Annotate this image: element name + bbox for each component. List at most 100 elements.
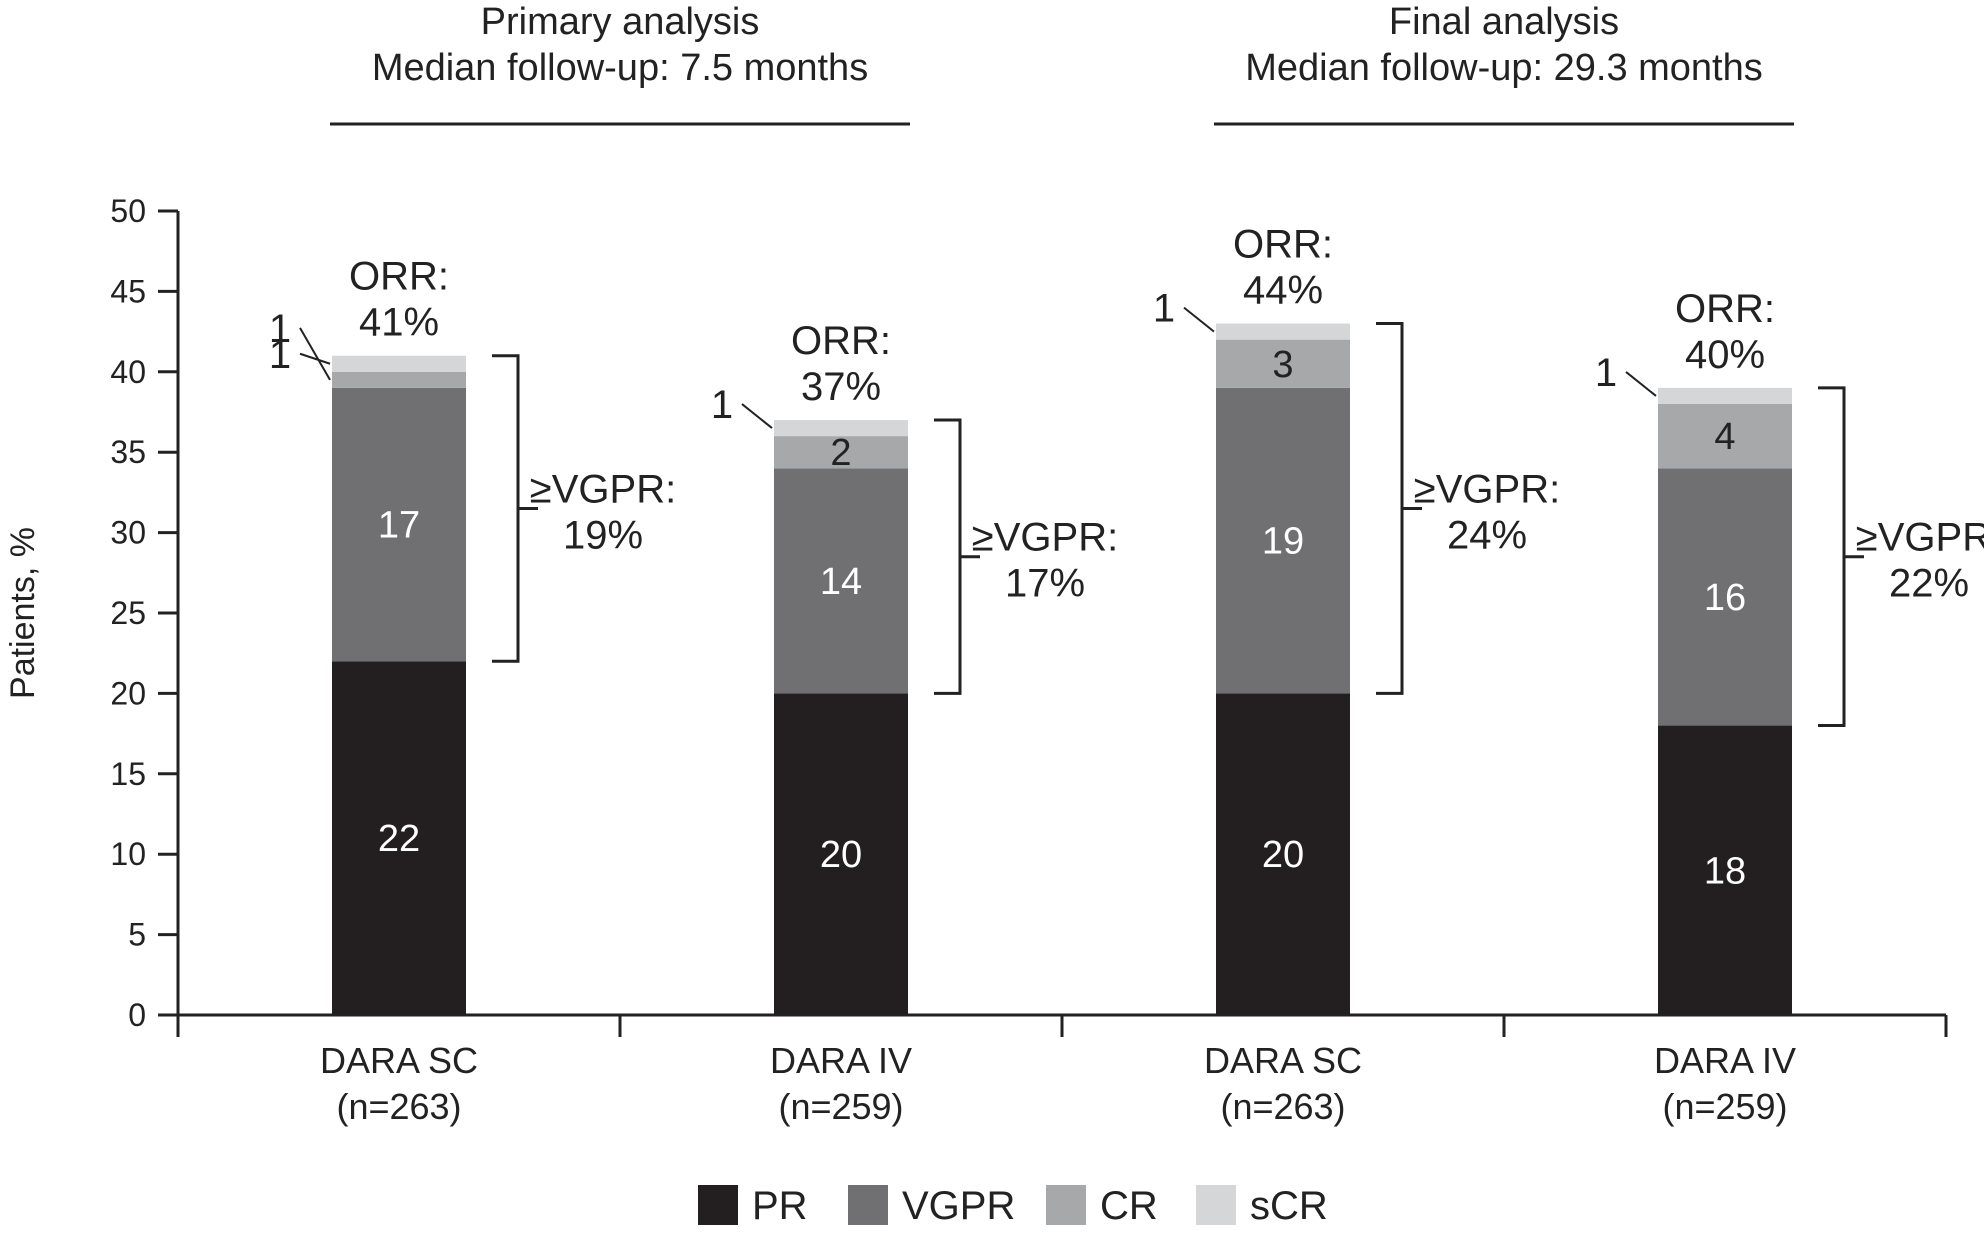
- y-tick-label: 10: [110, 836, 146, 872]
- x-category-label: DARA SC (n=263): [320, 1040, 478, 1127]
- legend-label: sCR: [1250, 1184, 1328, 1228]
- group-title: Primary analysis Median follow-up: 7.5 mo…: [372, 1, 868, 89]
- orr-annotation: ORR: 40%: [1675, 287, 1775, 377]
- bar-segment-scr: [332, 355, 466, 372]
- legend-swatch-pr: [698, 1185, 738, 1225]
- bar-data-label: 3: [1272, 344, 1293, 386]
- legend-swatch-scr: [1196, 1185, 1236, 1225]
- vgpr-annotation-line: 19%: [563, 513, 643, 557]
- bar-segment-vgpr: [774, 468, 908, 694]
- legend-swatch-cr: [1046, 1185, 1086, 1225]
- vgpr-bracket: [1818, 386, 1846, 728]
- bar-segment-vgpr: [332, 387, 466, 662]
- vgpr-bracket: [492, 354, 520, 663]
- orr-annotation-line: ORR:: [1233, 223, 1333, 267]
- bar-data-label: 22: [378, 818, 420, 860]
- bar-segment-cr: [1658, 403, 1792, 469]
- orr-annotation-line: 41%: [359, 301, 439, 345]
- vgpr-annotation-line: ≥VGPR:: [1856, 516, 1984, 560]
- x-category-label: DARA SC (n=263): [1204, 1040, 1362, 1127]
- y-axis: 0 5 10 15 20 25 30 35 40 45 50 Patients, %: [4, 193, 180, 1033]
- bar-data-label: 19: [1262, 521, 1304, 563]
- vgpr-annotation: ≥VGPR: 17%: [972, 516, 1118, 606]
- vgpr-annotation-line: 22%: [1889, 562, 1969, 606]
- bar-data-label: 2: [830, 432, 851, 474]
- vgpr-annotation: ≥VGPR:22%: [1856, 516, 1984, 606]
- bar-segment-pr: [774, 693, 908, 1015]
- bar-data-label: 18: [1704, 850, 1746, 892]
- bar-segment-cr: [1216, 339, 1350, 388]
- y-tick-label: 15: [110, 756, 146, 792]
- orr-annotation-line: 44%: [1243, 269, 1323, 313]
- group-title-line: Primary analysis: [481, 1, 760, 43]
- leader-line: [741, 403, 773, 429]
- bar-segment-scr: [1216, 323, 1350, 340]
- leader-line: [299, 352, 331, 365]
- group-title: Final analysis Median follow-up: 29.3 mon…: [1245, 1, 1763, 89]
- y-tick-label: 45: [110, 273, 146, 309]
- bar-data-label: 20: [820, 834, 862, 876]
- orr-annotation-line: 40%: [1685, 333, 1765, 377]
- vgpr-annotation-line: 17%: [1005, 562, 1085, 606]
- orr-annotation-line: 37%: [801, 365, 881, 409]
- group-title-line: Final analysis: [1389, 1, 1619, 43]
- bar-segment-vgpr: [1658, 468, 1792, 726]
- group-title-line: Median follow-up: 7.5 months: [372, 47, 868, 89]
- y-tick-label: 50: [110, 193, 146, 229]
- bar-data-label: 4: [1714, 416, 1735, 458]
- bar-data-label-small: 1: [269, 307, 291, 351]
- y-tick-label: 25: [110, 595, 146, 631]
- vgpr-bracket: [1376, 322, 1404, 695]
- legend: PR VGPR CR sCR: [698, 1184, 1328, 1228]
- y-tick-label: 20: [110, 675, 146, 711]
- bar-segment-vgpr: [1216, 387, 1350, 694]
- x-category-label-line: (n=259): [778, 1086, 903, 1127]
- x-category-label: DARA IV (n=259): [770, 1040, 912, 1127]
- vgpr-annotation-line: ≥VGPR:: [530, 467, 676, 511]
- bar-segment-pr: [1216, 693, 1350, 1015]
- bar-data-label: 14: [820, 561, 862, 603]
- bars: 22 17 20 14 2 20 19 3 18 16 4: [332, 323, 1792, 1015]
- bar-data-label: 16: [1704, 577, 1746, 619]
- orr-annotation: ORR: 44%: [1233, 223, 1333, 313]
- leader-line: [299, 327, 331, 381]
- bar-data-label-small: 1: [1153, 287, 1175, 331]
- vgpr-bracket: [934, 418, 962, 695]
- y-tick-label: 0: [128, 997, 146, 1033]
- orr-annotation: ORR: 37%: [791, 319, 891, 409]
- orr-annotation: ORR: 41%: [349, 255, 449, 345]
- x-category-label-line: DARA IV: [1654, 1040, 1796, 1081]
- bar-segment-pr: [1658, 725, 1792, 1015]
- y-tick-label: 5: [128, 917, 146, 953]
- group-headers: Primary analysis Median follow-up: 7.5 mo…: [330, 1, 1794, 126]
- x-category-label-line: DARA SC: [320, 1040, 478, 1081]
- x-category-label: DARA IV (n=259): [1654, 1040, 1796, 1127]
- vgpr-annotation-line: ≥VGPR:: [1414, 467, 1560, 511]
- y-tick-label: 40: [110, 354, 146, 390]
- bar-data-label: 17: [378, 505, 420, 547]
- bar-data-label-small: 1: [711, 383, 733, 427]
- bar-segment-scr: [774, 420, 908, 437]
- group-title-line: Median follow-up: 29.3 months: [1245, 47, 1763, 89]
- y-tick-label: 35: [110, 434, 146, 470]
- y-axis-title: Patients, %: [4, 527, 42, 699]
- leader-line: [1625, 371, 1657, 397]
- orr-annotation-line: ORR:: [349, 255, 449, 299]
- x-category-label-line: DARA IV: [770, 1040, 912, 1081]
- leader-line: [1183, 306, 1215, 333]
- legend-swatch-vgpr: [848, 1185, 888, 1225]
- orr-annotation-line: ORR:: [791, 319, 891, 363]
- orr-annotation-line: ORR:: [1675, 287, 1775, 331]
- bar-segment-scr: [1658, 387, 1792, 404]
- legend-label: VGPR: [902, 1184, 1015, 1228]
- bar-data-label-small: 1: [269, 333, 291, 377]
- bar-segment-cr: [774, 436, 908, 469]
- bar-segment-pr: [332, 661, 466, 1015]
- y-tick-label: 30: [110, 515, 146, 551]
- legend-label: CR: [1100, 1184, 1158, 1228]
- vgpr-annotation-line: ≥VGPR:: [972, 516, 1118, 560]
- vgpr-annotation: ≥VGPR: 24%: [1414, 467, 1560, 557]
- x-category-label-line: DARA SC: [1204, 1040, 1362, 1081]
